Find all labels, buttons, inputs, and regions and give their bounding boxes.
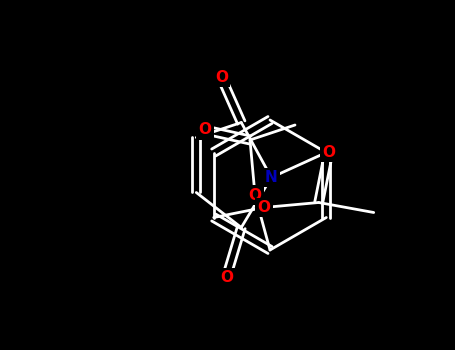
Text: O: O [215, 70, 228, 85]
Text: O: O [220, 270, 233, 285]
Text: O: O [248, 188, 262, 203]
Text: N: N [265, 170, 278, 185]
Text: O: O [257, 200, 270, 215]
Text: O: O [198, 122, 212, 138]
Text: O: O [322, 145, 335, 160]
